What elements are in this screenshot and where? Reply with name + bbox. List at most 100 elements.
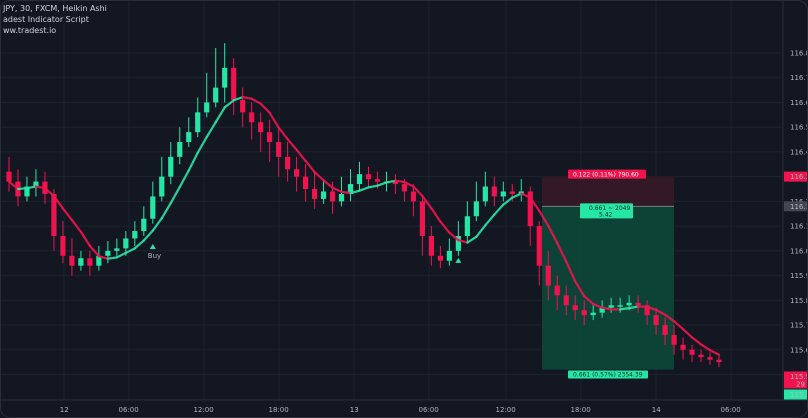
candle-body[interactable]	[464, 216, 470, 237]
candle-body[interactable]	[446, 250, 452, 261]
candle-body[interactable]	[572, 305, 578, 311]
candle-body[interactable]	[536, 226, 542, 266]
candle-body[interactable]	[33, 181, 39, 187]
candle-body[interactable]	[599, 307, 605, 313]
candle-body[interactable]	[563, 295, 569, 306]
ma-segment	[484, 213, 496, 227]
candle-body[interactable]	[455, 236, 461, 251]
candle-body[interactable]	[150, 196, 156, 219]
candle-body[interactable]	[617, 305, 623, 307]
candle-body[interactable]	[276, 142, 282, 157]
candle-body[interactable]	[626, 302, 632, 306]
signals: Buy	[148, 244, 462, 263]
candle-body[interactable]	[689, 349, 695, 355]
sl-label-box	[568, 169, 646, 179]
symbol-info[interactable]: JPY, 30, FXCM, Heikin Ashi	[3, 4, 107, 13]
candle-body[interactable]	[356, 174, 363, 185]
candle-body[interactable]	[285, 156, 291, 170]
ma-segment	[61, 207, 74, 222]
candle-body[interactable]	[707, 357, 713, 360]
ma-segment	[169, 185, 181, 205]
price-axis[interactable]: 116.8116.7116.6116.5116.4116.3116.2116.1…	[782, 1, 808, 400]
candle-body[interactable]	[716, 359, 722, 363]
candle-body[interactable]	[509, 191, 515, 194]
candle-body[interactable]	[159, 176, 165, 197]
tp-label-box	[568, 370, 648, 379]
candle-body[interactable]	[482, 186, 488, 202]
candle-body[interactable]	[338, 193, 345, 202]
candle-body[interactable]	[240, 99, 246, 113]
candle-body[interactable]	[491, 186, 497, 197]
candle-body[interactable]	[177, 142, 183, 157]
candle-body[interactable]	[293, 169, 300, 177]
candle-body[interactable]	[527, 191, 533, 227]
candle-body[interactable]	[680, 344, 686, 350]
candle-body[interactable]	[473, 201, 479, 217]
candle-body[interactable]	[419, 201, 426, 237]
candle-body[interactable]	[69, 255, 75, 266]
candle-body[interactable]	[231, 67, 237, 100]
time-axis[interactable]: 12 06:00 12:00 18:00 13 06:00 12:00 18:00 14 06:0…	[1, 399, 808, 414]
candle-body[interactable]	[428, 236, 435, 256]
candle-body[interactable]	[123, 238, 129, 249]
candle-body[interactable]	[320, 191, 327, 199]
candle-body[interactable]	[401, 184, 408, 192]
candles[interactable]	[6, 43, 722, 368]
candle-body[interactable]	[302, 176, 309, 190]
candle-body[interactable]	[105, 250, 111, 256]
candle-body[interactable]	[78, 258, 84, 266]
candle-body[interactable]	[60, 236, 66, 256]
candle-body[interactable]	[51, 193, 57, 237]
ma-segment	[529, 196, 541, 212]
candle-body[interactable]	[590, 312, 596, 316]
candle-body[interactable]	[6, 171, 12, 182]
ma-segment	[349, 189, 361, 195]
candle-body[interactable]	[311, 189, 318, 199]
candle-body[interactable]	[392, 181, 399, 185]
candle-body[interactable]	[365, 174, 372, 180]
candle-body[interactable]	[554, 285, 560, 296]
candle-body[interactable]	[410, 191, 417, 202]
candle-body[interactable]	[644, 305, 650, 316]
candle-body[interactable]	[698, 354, 704, 358]
candle-body[interactable]	[168, 156, 174, 177]
candle-body[interactable]	[671, 334, 677, 345]
candle-body[interactable]	[329, 191, 336, 202]
candle-body[interactable]	[347, 184, 354, 194]
ma-segment	[565, 260, 577, 283]
candle-body[interactable]	[132, 231, 138, 239]
candle-body[interactable]	[662, 325, 668, 335]
candle-body[interactable]	[87, 258, 93, 266]
candle-body[interactable]	[213, 87, 219, 103]
indicator-name[interactable]: adest Indicator Script	[3, 15, 89, 24]
ma-segment	[277, 126, 289, 141]
candle-body[interactable]	[96, 255, 102, 266]
candle-body[interactable]	[204, 102, 210, 113]
candle-body[interactable]	[437, 255, 443, 261]
candle-body[interactable]	[581, 310, 587, 316]
entry-price-badge	[784, 201, 807, 212]
candle-body[interactable]	[24, 186, 30, 197]
candle-body[interactable]	[545, 265, 551, 286]
candle-body[interactable]	[186, 132, 192, 143]
buy-signal-label: Buy	[148, 252, 161, 260]
candle-body[interactable]	[114, 248, 120, 251]
candle-body[interactable]	[141, 218, 147, 232]
price-tick-label: 116.4	[790, 148, 808, 156]
price-tick-label: 115.6	[790, 346, 808, 354]
candle-body[interactable]	[267, 132, 273, 143]
candle-body[interactable]	[249, 112, 255, 123]
candle-body[interactable]	[653, 315, 659, 326]
candle-body[interactable]	[635, 302, 641, 306]
candle-body[interactable]	[374, 179, 381, 182]
ma-segment	[43, 186, 56, 198]
candle-body[interactable]	[258, 122, 264, 133]
candle-body[interactable]	[222, 67, 228, 88]
candle-body[interactable]	[195, 112, 201, 133]
ma-segment	[250, 97, 262, 105]
time-tick-label: 12:00	[496, 406, 516, 414]
candle-body[interactable]	[608, 305, 614, 308]
candle-body[interactable]	[500, 191, 506, 197]
